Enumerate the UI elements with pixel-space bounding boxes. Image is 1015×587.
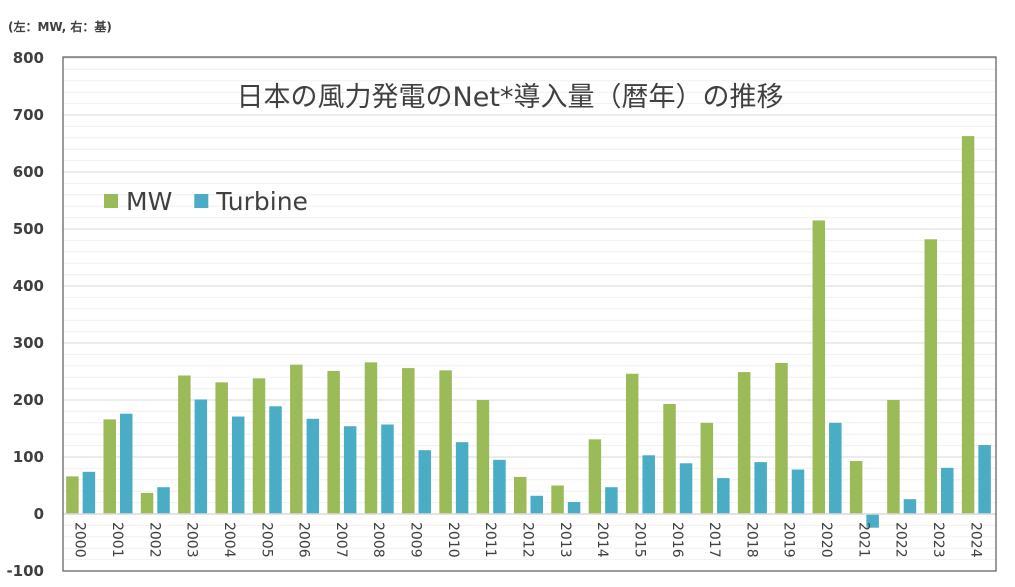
x-tick-label: 2020 <box>818 522 834 558</box>
bar-turbine-2013 <box>567 502 581 514</box>
bar-mw-2016 <box>663 403 676 514</box>
bar-mw-2006 <box>290 364 303 514</box>
x-tick-label: 2017 <box>706 522 722 558</box>
legend-label-turbine: Turbine <box>215 187 308 216</box>
bar-mw-2019 <box>775 362 788 514</box>
bar-turbine-2015 <box>642 455 655 514</box>
x-tick-label: 2002 <box>146 522 162 558</box>
x-tick-label: 2005 <box>258 522 274 558</box>
bar-mw-2015 <box>625 373 639 514</box>
legend-label-mw: MW <box>126 187 172 216</box>
bar-mw-2022 <box>887 400 900 514</box>
bar-turbine-2011 <box>493 459 506 514</box>
bar-turbine-2004 <box>231 416 245 514</box>
x-tick-label: 2015 <box>631 522 647 558</box>
x-tick-label: 2014 <box>594 522 610 558</box>
bar-mw-2013 <box>551 485 564 514</box>
bar-turbine-2008 <box>381 424 394 514</box>
bar-turbine-2021 <box>866 514 879 528</box>
y-tick-label: 400 <box>13 277 44 295</box>
bar-turbine-2019 <box>791 469 805 514</box>
bar-turbine-2007 <box>343 426 357 514</box>
bar-mw-2014 <box>588 439 602 514</box>
bar-turbine-2001 <box>119 413 133 514</box>
bar-turbine-2000 <box>82 471 96 514</box>
x-tick-label: 2019 <box>781 522 797 558</box>
bar-mw-2023 <box>924 239 938 514</box>
bar-turbine-2014 <box>605 487 618 514</box>
bar-mw-2011 <box>476 400 490 514</box>
x-tick-label: 2000 <box>72 522 88 558</box>
bar-turbine-2017 <box>717 478 730 514</box>
x-tick-label: 2024 <box>967 522 983 558</box>
bar-mw-2012 <box>514 476 527 514</box>
y-tick-label: 500 <box>13 220 44 238</box>
bar-mw-2010 <box>439 370 452 514</box>
bar-turbine-2006 <box>306 418 320 514</box>
bar-turbine-2016 <box>679 463 693 514</box>
bar-turbine-2010 <box>455 442 469 514</box>
x-tick-label: 2011 <box>482 522 498 558</box>
y-tick-label: 200 <box>13 391 44 409</box>
y-tick-label: 300 <box>13 334 44 352</box>
bar-mw-2018 <box>737 372 751 514</box>
x-tick-label: 2023 <box>930 522 946 558</box>
x-tick-label: 2009 <box>408 522 424 558</box>
bar-turbine-2005 <box>269 406 282 514</box>
bar-mw-2024 <box>961 136 975 514</box>
bar-mw-2007 <box>327 370 340 514</box>
legend-swatch-turbine <box>194 194 209 208</box>
bar-turbine-2012 <box>530 495 543 514</box>
y-tick-label: -100 <box>6 562 44 580</box>
x-tick-label: 2003 <box>184 522 200 558</box>
y-tick-label: 0 <box>34 505 44 523</box>
y-tick-label: 600 <box>13 163 44 181</box>
x-tick-label: 2012 <box>520 522 536 558</box>
bar-turbine-2020 <box>829 422 842 514</box>
bar-mw-2009 <box>402 368 415 514</box>
bar-mw-2004 <box>215 382 228 514</box>
x-tick-label: 2010 <box>445 522 461 558</box>
bar-turbine-2003 <box>194 399 208 514</box>
x-tick-label: 2007 <box>333 522 349 558</box>
chart-title: 日本の風力発電のNet*導入量（暦年）の推移 <box>237 82 784 113</box>
x-tick-label: 2008 <box>370 522 386 558</box>
x-tick-label: 2001 <box>109 522 125 558</box>
bar-turbine-2002 <box>157 487 170 514</box>
unit-note: (左：MW, 右：基) <box>8 20 112 34</box>
x-tick-label: 2006 <box>296 522 312 558</box>
x-tick-label: 2016 <box>669 522 685 558</box>
bar-mw-2017 <box>700 422 714 514</box>
x-tick-label: 2022 <box>893 522 909 558</box>
legend-swatch-mw <box>104 194 118 208</box>
bar-mw-2003 <box>178 375 191 514</box>
bar-turbine-2009 <box>418 450 432 514</box>
y-tick-label: 700 <box>13 106 44 124</box>
plot-border <box>62 56 997 572</box>
bar-mw-2021 <box>849 460 863 514</box>
bar-turbine-2024 <box>978 445 991 514</box>
bar-mw-2002 <box>140 492 154 514</box>
bar-mw-2001 <box>103 419 116 514</box>
y-tick-label: 800 <box>13 49 44 67</box>
x-tick-label: 2004 <box>221 522 237 558</box>
bar-mw-2008 <box>364 362 378 514</box>
bar-turbine-2022 <box>903 499 917 514</box>
x-tick-label: 2021 <box>855 522 871 558</box>
bar-mw-2000 <box>66 476 79 514</box>
x-tick-label: 2013 <box>557 522 573 558</box>
y-tick-label: 100 <box>13 448 44 466</box>
bar-mw-2020 <box>812 220 826 514</box>
bar-mw-2005 <box>252 378 266 514</box>
bar-turbine-2023 <box>941 467 954 514</box>
bar-turbine-2018 <box>754 462 767 514</box>
x-tick-label: 2018 <box>743 522 759 558</box>
